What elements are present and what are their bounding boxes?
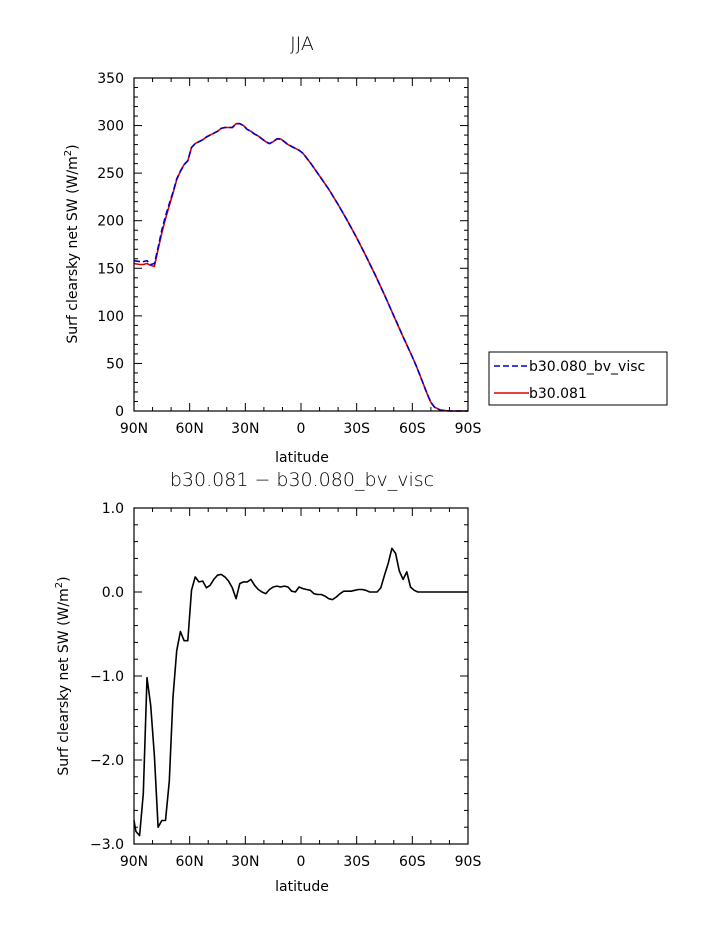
x-tick-label: 0 xyxy=(297,421,306,437)
top-plot-frame xyxy=(133,77,469,412)
top-ticks xyxy=(133,77,469,412)
y-tick-label: −1.0 xyxy=(90,669,124,685)
y-tick-label: −2.0 xyxy=(90,753,124,769)
top-y-axis-label: Surf clearsky net SW (W/m2) xyxy=(63,144,81,343)
legend-box xyxy=(488,351,668,406)
series-line-b30-080-bv-visc xyxy=(133,122,468,412)
legend-label-b30-081: b30.081 xyxy=(529,386,587,402)
x-tick-label: 30N xyxy=(231,421,259,437)
y-tick-label: −3.0 xyxy=(90,837,124,853)
x-tick-label: 60S xyxy=(399,421,426,437)
x-tick-label: 0 xyxy=(297,854,306,870)
x-tick-label: 30S xyxy=(343,421,370,437)
x-tick-label: 90S xyxy=(455,854,482,870)
y-tick-label: 0 xyxy=(115,404,124,420)
bottom-x-axis-label: latitude xyxy=(275,879,329,895)
top-x-axis-label: latitude xyxy=(275,450,329,466)
y-tick-label: 250 xyxy=(97,166,124,182)
bottom-chart-panel: b30.081 − b30.080_bv_visc 90N 60N 30N 0 30S 6… xyxy=(54,469,481,895)
top-tick-labels: 90N 60N 30N 0 30S 60S 90S 0 50 100 150 200 250 300 350 xyxy=(97,71,481,437)
x-tick-label: 60N xyxy=(176,421,204,437)
y-tick-label: 300 xyxy=(97,119,124,135)
x-tick-label: 90N xyxy=(120,854,148,870)
y-tick-label: 0.0 xyxy=(102,585,124,601)
y-tick-label: 1.0 xyxy=(102,501,124,517)
bottom-plot-frame xyxy=(133,507,469,845)
y-tick-label: 200 xyxy=(97,214,124,230)
bottom-ticks xyxy=(133,507,469,845)
y-tick-label: 350 xyxy=(97,71,124,87)
series-line-difference xyxy=(133,547,468,837)
bottom-chart-title: b30.081 − b30.080_bv_visc xyxy=(170,469,434,491)
x-tick-label: 30N xyxy=(231,854,259,870)
x-tick-label: 90S xyxy=(455,421,482,437)
bottom-tick-labels: 90N 60N 30N 0 30S 60S 90S −3.0 −2.0 −1.0 0.0 1.0 xyxy=(90,501,481,870)
legend-label-b30-080: b30.080_bv_visc xyxy=(529,359,645,375)
bottom-series-group xyxy=(133,547,468,837)
legend: b30.080_bv_visc b30.081 xyxy=(488,351,668,406)
x-tick-label: 90N xyxy=(120,421,148,437)
top-series-group xyxy=(133,122,468,412)
x-tick-label: 30S xyxy=(343,854,370,870)
top-chart-title: JJA xyxy=(290,33,314,55)
x-tick-label: 60N xyxy=(176,854,204,870)
y-tick-label: 100 xyxy=(97,309,124,325)
y-tick-label: 50 xyxy=(106,356,124,372)
bottom-y-axis-label: Surf clearsky net SW (W/m2) xyxy=(54,576,72,775)
x-tick-label: 60S xyxy=(399,854,426,870)
series-line-b30-081 xyxy=(133,122,468,412)
top-chart-panel: JJA 90N 60N 30N 0 30S 60S 90S 0 50 100 150 200 250 30… xyxy=(63,33,668,466)
y-tick-label: 150 xyxy=(97,261,124,277)
